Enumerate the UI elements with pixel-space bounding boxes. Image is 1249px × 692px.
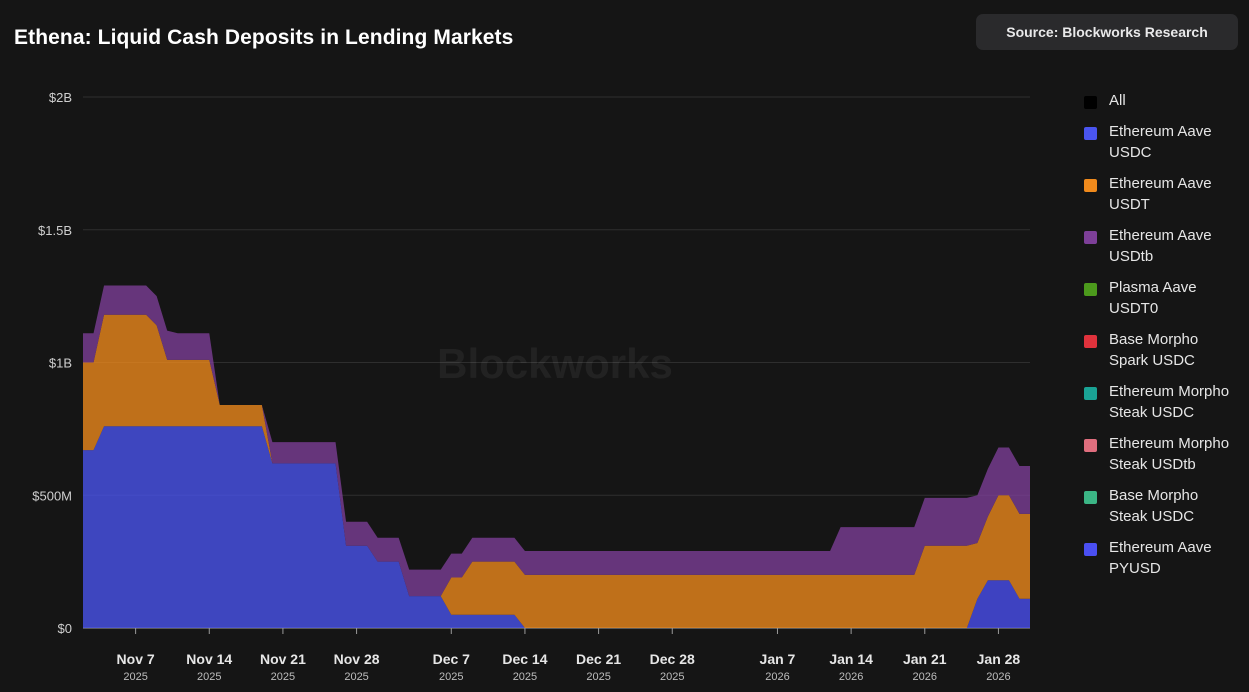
legend-label: Ethereum Morpho Steak USDC <box>1109 383 1230 421</box>
y-tick-label: $2B <box>49 90 72 105</box>
x-tick-year: 2026 <box>839 671 863 683</box>
x-tick-label: Nov 7 <box>117 651 155 667</box>
legend-item[interactable]: Base Morpho Spark USDC <box>1084 329 1244 371</box>
y-axis: $0 $500M $1B $1.5B $2B <box>32 90 72 636</box>
watermark: Blockworks <box>437 340 673 387</box>
series-area[interactable] <box>83 426 1030 628</box>
x-tick-label: Nov 21 <box>260 651 306 667</box>
legend-swatch <box>1084 491 1097 504</box>
y-tick-label: $0 <box>58 621 72 636</box>
legend-swatch <box>1084 231 1097 244</box>
x-tick-year: 2026 <box>765 671 789 683</box>
legend-label: Ethereum Aave USDT <box>1109 175 1212 213</box>
x-tick-label: Jan 7 <box>760 651 796 667</box>
source-button[interactable]: Source: Blockworks Research <box>976 14 1238 50</box>
x-tick-year: 2025 <box>513 671 537 683</box>
legend-item[interactable]: Base Morpho Steak USDC <box>1084 485 1244 527</box>
legend-label: Ethereum Aave USDtb <box>1109 227 1212 265</box>
legend-item[interactable]: Plasma Aave USDT0 <box>1084 277 1244 319</box>
x-tick-label: Dec 28 <box>650 651 695 667</box>
x-tick-label: Jan 14 <box>829 651 873 667</box>
legend-item[interactable]: Ethereum Morpho Steak USDtb <box>1084 433 1244 475</box>
legend-swatch <box>1084 179 1097 192</box>
legend-label: Base Morpho Spark USDC <box>1109 331 1199 369</box>
y-tick-label: $500M <box>32 488 72 503</box>
legend-label: All <box>1109 92 1126 109</box>
chart-title: Ethena: Liquid Cash Deposits in Lending … <box>14 26 514 49</box>
legend-swatch <box>1084 96 1097 109</box>
y-tick-label: $1.5B <box>38 223 72 238</box>
x-axis: Nov 7 2025 Nov 14 2025 Nov 21 2025 Nov 28 2025 D… <box>117 628 1021 683</box>
legend-swatch <box>1084 439 1097 452</box>
x-tick-label: Nov 14 <box>186 651 232 667</box>
legend-swatch <box>1084 543 1097 556</box>
x-tick-year: 2026 <box>913 671 937 683</box>
x-tick-label: Dec 14 <box>502 651 547 667</box>
legend: All Ethereum Aave USDC Ethereum Aave USDT E… <box>1084 90 1244 589</box>
stacked-area-chart: Blockworks $0$500M$1B$1.5B$2B Nov 72025N… <box>32 90 1030 683</box>
legend-label: Ethereum Morpho Steak USDtb <box>1109 435 1230 473</box>
legend-item[interactable]: All <box>1084 90 1244 111</box>
legend-item[interactable]: Ethereum Aave PYUSD <box>1084 537 1244 579</box>
legend-swatch <box>1084 283 1097 296</box>
legend-label: Ethereum Aave USDC <box>1109 123 1212 161</box>
legend-swatch <box>1084 127 1097 140</box>
y-tick-label: $1B <box>49 356 72 371</box>
x-tick-year: 2025 <box>439 671 463 683</box>
x-tick-year: 2025 <box>586 671 610 683</box>
series-areas <box>83 285 1030 628</box>
x-tick-label: Jan 21 <box>903 651 947 667</box>
x-tick-year: 2025 <box>271 671 295 683</box>
legend-item[interactable]: Ethereum Aave USDT <box>1084 173 1244 215</box>
legend-item[interactable]: Ethereum Aave USDtb <box>1084 225 1244 267</box>
legend-swatch <box>1084 335 1097 348</box>
x-tick-year: 2025 <box>197 671 221 683</box>
x-tick-label: Jan 28 <box>977 651 1021 667</box>
x-tick-label: Dec 7 <box>433 651 471 667</box>
x-tick-year: 2025 <box>344 671 368 683</box>
legend-item[interactable]: Ethereum Aave USDC <box>1084 121 1244 163</box>
x-tick-label: Nov 28 <box>334 651 380 667</box>
legend-label: Plasma Aave USDT0 <box>1109 279 1197 317</box>
x-tick-label: Dec 21 <box>576 651 621 667</box>
legend-swatch <box>1084 387 1097 400</box>
legend-label: Ethereum Aave PYUSD <box>1109 539 1212 577</box>
x-tick-year: 2025 <box>123 671 147 683</box>
x-tick-year: 2025 <box>660 671 684 683</box>
x-tick-year: 2026 <box>986 671 1010 683</box>
legend-item[interactable]: Ethereum Morpho Steak USDC <box>1084 381 1244 423</box>
legend-label: Base Morpho Steak USDC <box>1109 487 1199 525</box>
series-area[interactable] <box>83 314 1030 628</box>
